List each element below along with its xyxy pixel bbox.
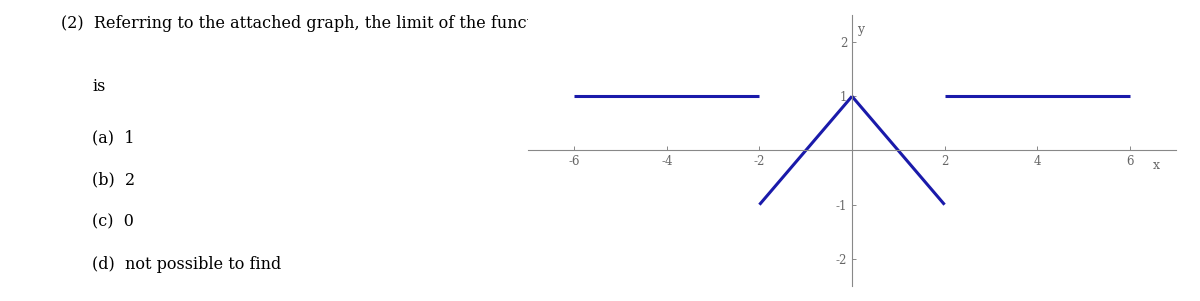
Text: (b)  2: (b) 2 [92,172,136,188]
Text: (2)  Referring to the attached graph, the limit of the function as x approaches : (2) Referring to the attached graph, the… [61,15,829,32]
Text: is: is [92,78,106,95]
Text: (d)  not possible to find: (d) not possible to find [92,256,282,273]
Text: y: y [858,23,865,36]
Text: x: x [1153,159,1160,172]
Text: (c)  0: (c) 0 [92,214,134,231]
Text: (a)  1: (a) 1 [92,129,134,146]
